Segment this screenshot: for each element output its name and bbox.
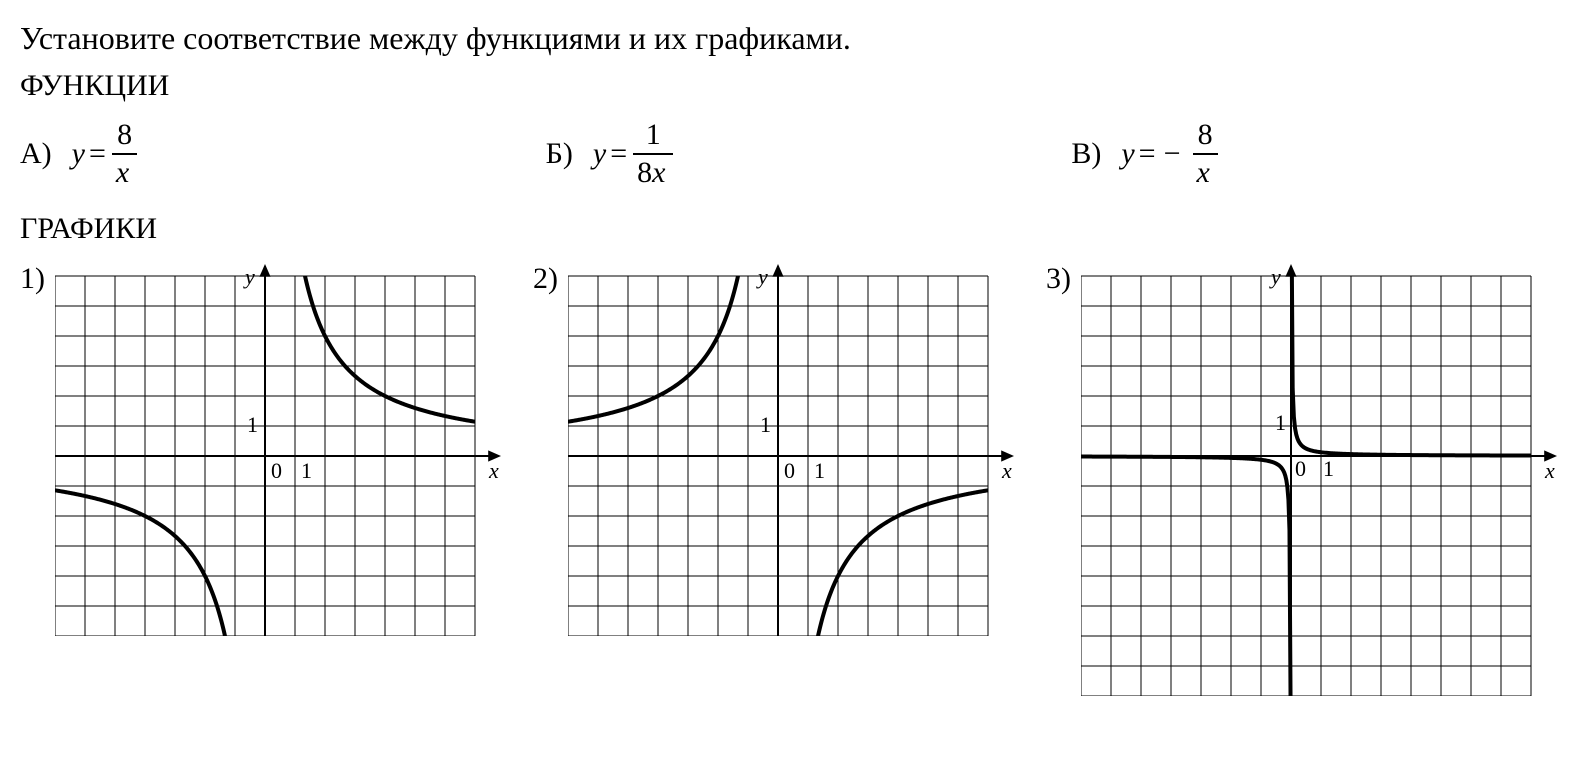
graph-2-svg-slot: y x 01 1: [568, 262, 1016, 636]
svg-text:1: 1: [1275, 410, 1286, 435]
svg-text:0: 0: [784, 458, 795, 483]
function-v-den-var: x: [1197, 156, 1210, 189]
svg-text:y: y: [243, 264, 255, 289]
function-a-fraction: 8 x: [112, 119, 137, 188]
svg-text:1: 1: [301, 458, 312, 483]
svg-text:1: 1: [814, 458, 825, 483]
function-b-lhs: y: [593, 137, 606, 171]
svg-text:1: 1: [760, 412, 771, 437]
function-v-fraction: 8 x: [1193, 119, 1218, 188]
function-b-letter: Б): [546, 137, 573, 171]
function-v-letter: В): [1071, 137, 1101, 171]
fraction-bar: [112, 153, 137, 155]
function-v-sign: −: [1164, 137, 1181, 171]
graph-1-svg-slot: y x 01 1: [55, 262, 503, 636]
graphs-row: 1) yx011 2) yx011 3) yx011: [20, 262, 1557, 696]
svg-text:1: 1: [247, 412, 258, 437]
graph-3: 3) y x 01 1: [1046, 262, 1559, 696]
graph-svg: y x 01 1: [55, 262, 503, 636]
function-b-formula: y = 1 8x: [593, 119, 674, 188]
function-v-num: 8: [1194, 119, 1217, 151]
fraction-bar: [633, 153, 673, 155]
function-b-den-prefix: 8: [637, 156, 652, 189]
function-b-den-var: x: [652, 156, 665, 189]
function-a-den: x: [112, 157, 137, 189]
svg-text:0: 0: [1295, 456, 1306, 481]
svg-text:y: y: [756, 264, 768, 289]
fraction-bar: [1193, 153, 1218, 155]
svg-text:y: y: [1269, 264, 1281, 289]
graph-3-svg-slot: y x 01 1: [1081, 262, 1559, 696]
functions-heading: ФУНКЦИИ: [20, 69, 1557, 103]
function-b-num: 1: [642, 119, 665, 151]
function-v: В) y = − 8 x: [1071, 119, 1557, 188]
graph-svg: y x 01 1: [1081, 262, 1559, 696]
function-a: А) y = 8 x: [20, 119, 506, 188]
graph-1-number: 1): [20, 262, 45, 296]
problem-prompt: Установите соответствие между функциями …: [20, 20, 1557, 57]
function-b: Б) y = 1 8x: [546, 119, 1032, 188]
svg-text:1: 1: [1323, 456, 1334, 481]
function-b-fraction: 1 8x: [633, 119, 673, 188]
function-v-formula: y = − 8 x: [1121, 119, 1218, 188]
function-v-lhs: y: [1121, 137, 1134, 171]
svg-text:x: x: [1001, 458, 1012, 483]
function-v-eq: =: [1139, 137, 1156, 171]
function-a-den-var: x: [116, 156, 129, 189]
svg-text:x: x: [488, 458, 499, 483]
graph-2: 2) y x 01 1: [533, 262, 1016, 696]
function-a-formula: y = 8 x: [72, 119, 138, 188]
graph-3-number: 3): [1046, 262, 1071, 296]
function-a-eq: =: [89, 137, 106, 171]
graph-svg: y x 01 1: [568, 262, 1016, 636]
function-a-num: 8: [113, 119, 136, 151]
graph-1: 1) y x 01 1: [20, 262, 503, 696]
function-b-eq: =: [610, 137, 627, 171]
svg-text:0: 0: [271, 458, 282, 483]
function-v-den: x: [1193, 157, 1218, 189]
graph-2-number: 2): [533, 262, 558, 296]
function-a-letter: А): [20, 137, 52, 171]
functions-row: А) y = 8 x Б) y = 1 8x: [20, 119, 1557, 188]
graphs-heading: ГРАФИКИ: [20, 212, 1557, 246]
svg-text:x: x: [1544, 458, 1555, 483]
function-b-den: 8x: [633, 157, 673, 189]
function-a-lhs: y: [72, 137, 85, 171]
